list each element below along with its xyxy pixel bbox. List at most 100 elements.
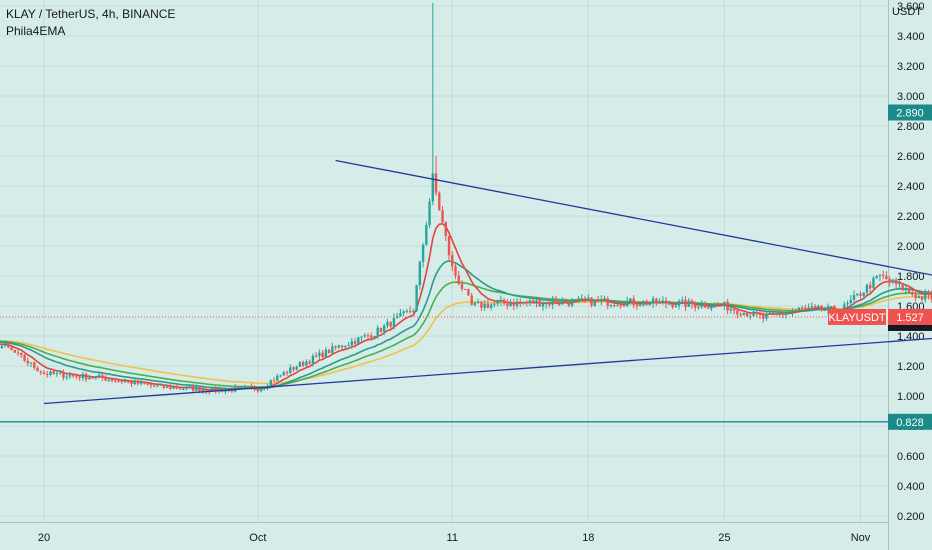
y-tick-label: 2.000 [897, 241, 925, 253]
candle-body [823, 309, 827, 311]
candle-body [201, 389, 204, 392]
x-tick-label: 11 [447, 532, 458, 544]
target-level-badge [888, 104, 932, 121]
candle-body [710, 307, 713, 309]
candle-body [16, 352, 20, 354]
candle-body [295, 366, 298, 370]
y-tick-label: 1.000 [897, 391, 925, 403]
candle-body [23, 355, 26, 361]
target-level-value: 2.890 [896, 108, 924, 120]
candle-body [804, 307, 807, 309]
candle-body [169, 386, 172, 389]
candle-body [817, 305, 820, 307]
candle-body [7, 343, 10, 348]
candle-body [444, 222, 447, 236]
candle-body [904, 288, 908, 291]
candle-body [250, 386, 253, 388]
candle-body [240, 386, 243, 388]
candle-body [140, 381, 143, 384]
candle-body [224, 389, 227, 392]
candle-body [846, 302, 849, 305]
chart-legend: KLAY / TetherUS, 4h, BINANCE Phila4EMA [6, 6, 175, 40]
candle-body [797, 307, 801, 310]
candle-body [350, 341, 353, 346]
candle-body [146, 383, 149, 385]
candle-body [775, 313, 778, 315]
candle-body [820, 305, 823, 311]
price-countdown-badge [888, 324, 932, 331]
candle-body [852, 295, 856, 300]
candle-body [732, 308, 736, 311]
candle-body [441, 210, 444, 223]
candle-body [856, 293, 859, 296]
candle-body [862, 292, 865, 296]
candle-body [583, 298, 587, 301]
candle-body [849, 299, 852, 303]
candle-body [638, 305, 642, 307]
candle-body [97, 375, 101, 377]
candle-body [214, 386, 217, 392]
candle-body [677, 301, 681, 306]
candle-body [311, 355, 315, 364]
candle-body [62, 372, 65, 378]
candle-body [29, 362, 33, 364]
candle-body [509, 303, 512, 306]
trendline-descending [335, 159, 932, 276]
candle-body [658, 301, 661, 304]
candle-body [3, 343, 7, 346]
candle-body [159, 384, 162, 386]
candle-body [289, 367, 292, 374]
candle-body [337, 345, 341, 348]
candle-body [655, 298, 658, 304]
candle-body [716, 304, 720, 306]
candle-body [719, 305, 723, 307]
indicator-label[interactable]: Phila4EMA [6, 24, 66, 38]
candle-body [616, 305, 619, 307]
candle-body [68, 375, 72, 377]
candle-body [318, 352, 321, 357]
candle-body [454, 266, 457, 276]
candle-body [438, 192, 441, 211]
candle-body [402, 311, 405, 314]
candle-body [745, 312, 749, 317]
candle-body [703, 303, 707, 308]
candle-body [911, 292, 914, 295]
last-price-value: 1.527 [896, 312, 924, 324]
candle-body [700, 303, 703, 308]
candle-body [512, 303, 515, 306]
candle-body [344, 346, 347, 348]
candle-body [872, 277, 875, 289]
candle-body [894, 279, 898, 285]
candle-body [327, 349, 331, 354]
x-tick-label: 18 [582, 532, 594, 544]
y-tick-label: 2.800 [897, 121, 925, 133]
candle-body [924, 294, 927, 300]
candle-body [878, 274, 882, 277]
candle-body [622, 305, 626, 307]
candle-body [522, 302, 525, 304]
candle-body [496, 301, 499, 304]
symbol-label: KLAYUSDT [828, 312, 886, 324]
y-tick-label: 3.400 [897, 31, 925, 43]
y-tick-label: 3.000 [897, 91, 925, 103]
candle-body [117, 380, 120, 382]
candle-body [781, 313, 784, 315]
candle-body [687, 300, 690, 307]
candle-body [843, 304, 846, 312]
candle-body [182, 388, 185, 390]
candle-body [451, 255, 454, 267]
last-price-badge [888, 308, 932, 325]
candle-body [755, 311, 758, 314]
candle-body [784, 313, 788, 315]
candle-body [684, 299, 687, 307]
candle-body [590, 297, 593, 306]
candle-body [661, 300, 665, 302]
candle-body [791, 311, 794, 313]
candle-body [681, 299, 684, 302]
candle-body [136, 380, 140, 384]
candle-body [0, 345, 4, 349]
candle-body [674, 305, 677, 308]
candle-body [742, 312, 746, 316]
candle-body [175, 387, 179, 389]
